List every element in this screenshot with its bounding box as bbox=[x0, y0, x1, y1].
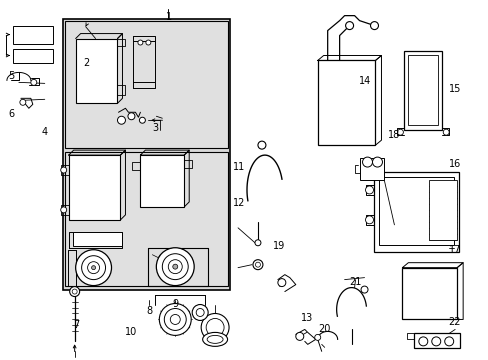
Circle shape bbox=[20, 99, 26, 105]
Circle shape bbox=[444, 337, 453, 346]
Circle shape bbox=[397, 129, 403, 135]
Text: 17: 17 bbox=[448, 245, 460, 255]
Text: 16: 16 bbox=[448, 159, 460, 169]
Text: 13: 13 bbox=[300, 313, 312, 323]
Circle shape bbox=[192, 305, 208, 320]
Bar bbox=[413, 333, 459, 348]
Circle shape bbox=[431, 337, 440, 346]
Circle shape bbox=[372, 157, 382, 167]
Circle shape bbox=[254, 240, 261, 246]
Text: 6: 6 bbox=[9, 109, 15, 119]
Circle shape bbox=[258, 141, 265, 149]
Circle shape bbox=[76, 250, 111, 285]
Circle shape bbox=[365, 216, 373, 224]
Ellipse shape bbox=[202, 332, 227, 346]
Circle shape bbox=[168, 260, 182, 274]
Circle shape bbox=[362, 157, 372, 167]
Circle shape bbox=[87, 262, 100, 274]
Bar bbox=[402, 268, 456, 319]
Text: 20: 20 bbox=[318, 324, 330, 334]
Bar bbox=[359, 158, 384, 180]
Text: 4: 4 bbox=[41, 127, 48, 136]
Circle shape bbox=[252, 260, 263, 270]
Text: 10: 10 bbox=[125, 327, 137, 337]
Circle shape bbox=[172, 264, 178, 269]
Bar bbox=[76, 39, 117, 103]
Circle shape bbox=[31, 80, 37, 85]
Text: 1: 1 bbox=[165, 12, 172, 22]
Bar bbox=[379, 177, 453, 245]
Bar bbox=[428, 180, 456, 240]
Text: 19: 19 bbox=[273, 241, 285, 251]
Bar bbox=[374, 172, 458, 252]
Circle shape bbox=[145, 40, 151, 45]
Bar bbox=[140, 155, 184, 207]
Circle shape bbox=[61, 167, 66, 173]
Circle shape bbox=[201, 314, 228, 341]
Bar bbox=[404, 50, 441, 130]
Bar bbox=[64, 21, 227, 148]
Circle shape bbox=[314, 334, 320, 340]
Bar bbox=[62, 19, 229, 289]
Text: 14: 14 bbox=[359, 76, 371, 86]
Circle shape bbox=[277, 279, 285, 287]
Text: 8: 8 bbox=[146, 306, 152, 316]
Circle shape bbox=[139, 117, 145, 123]
Text: 21: 21 bbox=[348, 277, 361, 287]
Bar bbox=[407, 55, 437, 125]
Text: 11: 11 bbox=[232, 162, 244, 172]
Text: 22: 22 bbox=[448, 317, 460, 327]
Circle shape bbox=[156, 248, 194, 285]
Circle shape bbox=[164, 309, 186, 330]
Circle shape bbox=[81, 256, 105, 280]
Circle shape bbox=[206, 319, 224, 336]
Text: 7: 7 bbox=[73, 320, 80, 330]
Bar bbox=[13, 26, 53, 44]
Circle shape bbox=[128, 113, 135, 120]
Circle shape bbox=[170, 315, 180, 324]
Text: 18: 18 bbox=[387, 130, 400, 140]
Bar bbox=[73, 232, 122, 246]
Circle shape bbox=[69, 287, 80, 297]
Bar bbox=[64, 152, 227, 285]
Circle shape bbox=[72, 289, 77, 294]
Ellipse shape bbox=[207, 336, 223, 343]
Circle shape bbox=[91, 266, 95, 270]
Circle shape bbox=[365, 186, 373, 194]
Circle shape bbox=[345, 22, 353, 30]
Text: 12: 12 bbox=[232, 198, 244, 208]
Circle shape bbox=[117, 116, 125, 124]
Text: 3: 3 bbox=[152, 123, 159, 133]
Circle shape bbox=[295, 332, 303, 340]
Text: 5: 5 bbox=[8, 71, 15, 81]
Circle shape bbox=[370, 22, 378, 30]
Bar bbox=[317, 60, 375, 145]
Bar bbox=[68, 155, 120, 220]
Circle shape bbox=[196, 309, 203, 316]
Text: 15: 15 bbox=[448, 84, 460, 94]
Circle shape bbox=[360, 286, 367, 293]
Circle shape bbox=[442, 129, 448, 135]
Text: 2: 2 bbox=[83, 58, 89, 68]
Circle shape bbox=[162, 254, 188, 280]
Circle shape bbox=[138, 40, 142, 45]
Circle shape bbox=[255, 262, 260, 267]
Circle shape bbox=[61, 207, 66, 213]
Bar bbox=[13, 49, 53, 63]
Text: 9: 9 bbox=[172, 299, 178, 309]
Circle shape bbox=[159, 303, 191, 336]
Circle shape bbox=[418, 337, 427, 346]
